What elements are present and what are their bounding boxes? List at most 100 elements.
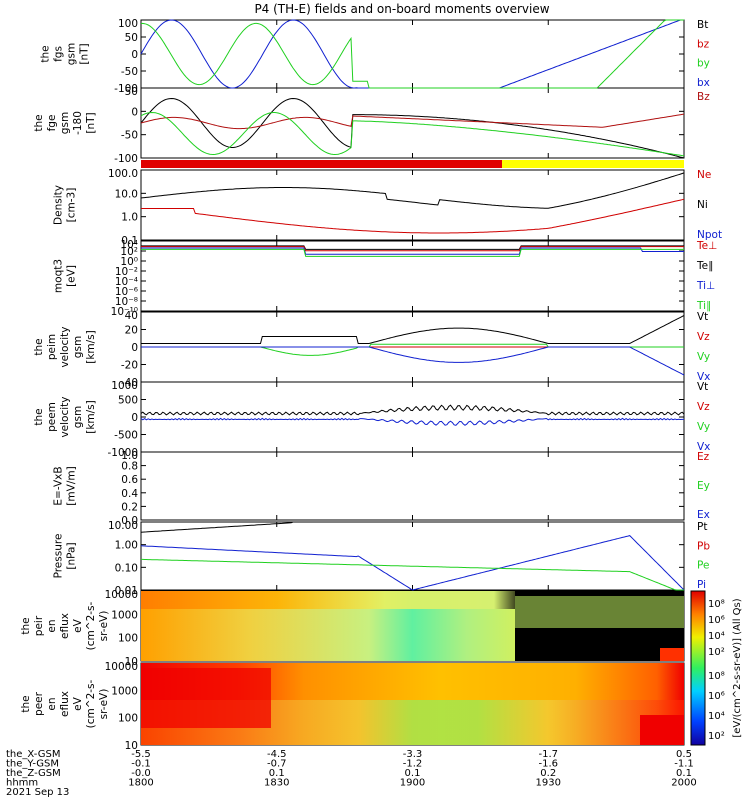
x-tick-label: 1800	[128, 778, 153, 789]
vt-peim-trace	[141, 315, 685, 344]
ylabel-line: Density	[53, 185, 65, 225]
ytick-label: 10000	[105, 661, 138, 673]
ylabel-line: [cm-3]	[66, 188, 78, 223]
colorbar-tick-label: 10⁸	[708, 599, 725, 610]
te-par-trace	[141, 245, 684, 250]
ytick-label: 100	[118, 633, 138, 645]
ytick-label: 1000	[111, 380, 138, 392]
ne-trace	[141, 198, 685, 234]
ytick-label: 1.00	[115, 540, 138, 552]
legend-label: by	[697, 58, 710, 70]
ylabel-line: [km/s]	[85, 400, 97, 434]
legend-label: Pb	[697, 540, 710, 552]
bt-fge-trace	[140, 97, 685, 159]
ytick-label: 1000	[111, 609, 138, 621]
ylabel-line: the	[40, 45, 52, 62]
ylabel-line: the	[33, 408, 45, 425]
ytick-label: 0	[131, 106, 138, 118]
x-tick-label: 0.2	[540, 768, 556, 779]
panel-fge: 50 0 -50 -100 the fge gsm -180 [nT] Bz	[33, 86, 710, 165]
x-tick-label: -1.1	[674, 759, 694, 770]
x-tick-label: -0.0	[131, 768, 151, 779]
ylabel-line: [eV]	[66, 265, 78, 287]
bx-trace	[140, 19, 684, 89]
ylabel-line: [mV/m]	[66, 466, 78, 505]
ytick-label: 100	[118, 713, 138, 725]
ytick-label: 500	[118, 395, 138, 407]
ni-trace	[140, 172, 685, 209]
ytick-label: -1000	[107, 447, 138, 459]
ytick-label: 10⁰	[120, 256, 138, 268]
x-tick-label: -4.5	[267, 749, 287, 760]
vy-peim-trace	[141, 343, 684, 356]
legend-label: Vx	[697, 371, 710, 383]
legend-label: Bz	[697, 91, 710, 103]
ytick-label: 1.0	[121, 450, 138, 462]
colorbar-tick-label: 10²	[708, 647, 725, 658]
ylabel-line: the	[20, 617, 32, 634]
ylabel-line: (cm^2-s-	[85, 679, 97, 728]
x-tick-label: 1900	[400, 778, 425, 789]
ylabel-line: eflux	[59, 613, 71, 639]
x-row-label: the_X-GSM	[6, 749, 60, 760]
ytick-label: 10.00	[108, 520, 138, 532]
colorbar-tick-label: 10⁶	[708, 615, 725, 626]
pe-trace	[141, 558, 684, 591]
x-row-label: 2021 Sep 13	[6, 787, 69, 798]
data-quality-strip	[141, 160, 684, 168]
ytick-label: -50	[121, 130, 138, 142]
ylabel-line: [nT]	[79, 43, 91, 64]
panel-frame	[140, 381, 685, 453]
legend-label: Ey	[697, 480, 710, 492]
ylabel-line: velocity	[59, 326, 71, 367]
colorbar-tick-label: 10²	[708, 731, 725, 742]
ytick-label: 0.8	[121, 461, 138, 473]
ylabel-line: fge	[46, 115, 58, 132]
x-row-label: the_Z-GSM	[6, 768, 61, 779]
ylabel-line: velocity	[59, 396, 71, 437]
legend-label: Bt	[697, 19, 708, 31]
x-row-label: hhmm	[6, 778, 38, 789]
ylabel-line: moqt3	[53, 259, 65, 293]
colorbar-label: [eV/(cm^2-s-sr-eV)] (All Qs)	[732, 598, 743, 737]
ytick-label: 1000	[111, 685, 138, 697]
colorbar	[690, 590, 706, 746]
ytick-label: 0	[131, 412, 138, 424]
x-tick-label: 0.1	[405, 768, 421, 779]
panel-peim_velocity: 40 20 0 -20 -40 the peim velocity gsm [km/s] Vt Vz V…	[33, 310, 710, 389]
ytick-label: 10⁴	[120, 239, 138, 251]
legend-label: Ti∥	[696, 300, 711, 312]
ti-par-trace	[141, 248, 684, 257]
legend-label: Ex	[697, 509, 710, 521]
ylabel-line: (cm^2-s-	[85, 601, 97, 650]
panel-peem_velocity: 1000 500 0 -500 -1000 the peem velocity gsm [km/s…	[33, 380, 710, 459]
legend-label: Npot	[697, 229, 722, 241]
ti-perp-trace	[141, 247, 684, 255]
ytick-label: 0.6	[121, 474, 138, 486]
panel-pressure: 10.00 1.00 0.10 0.01 Pressure [nPa] Pt Pb Pe Pi	[53, 520, 711, 597]
ylabel-line: gsm	[59, 112, 71, 134]
ylabel-line: peim	[46, 334, 58, 360]
x-tick-label: 0.1	[676, 768, 692, 779]
ytick-label: 0.4	[121, 488, 138, 500]
legend-label: Vz	[697, 401, 710, 413]
vx-peim-trace	[141, 346, 685, 376]
ytick-label: -20	[121, 360, 138, 372]
panel-frame	[140, 521, 685, 591]
ytick-label: 10⁻⁸	[115, 296, 138, 308]
ytick-label: 0	[131, 342, 138, 354]
ytick-label: 10²	[120, 246, 138, 258]
ytick-label: 0.1	[121, 235, 138, 247]
ylabel-line: [nT]	[85, 112, 97, 133]
colorbar-tick-label: 10⁸	[708, 671, 725, 682]
legend-label: Vt	[697, 381, 708, 393]
ylabel-line: en	[46, 619, 58, 632]
legend-label: Pe	[697, 560, 709, 572]
ylabel-line: eV	[72, 618, 84, 632]
by-trace	[140, 19, 684, 89]
x-tick-label: -1.6	[538, 759, 558, 770]
ytick-label: 10⁻⁴	[115, 276, 138, 288]
